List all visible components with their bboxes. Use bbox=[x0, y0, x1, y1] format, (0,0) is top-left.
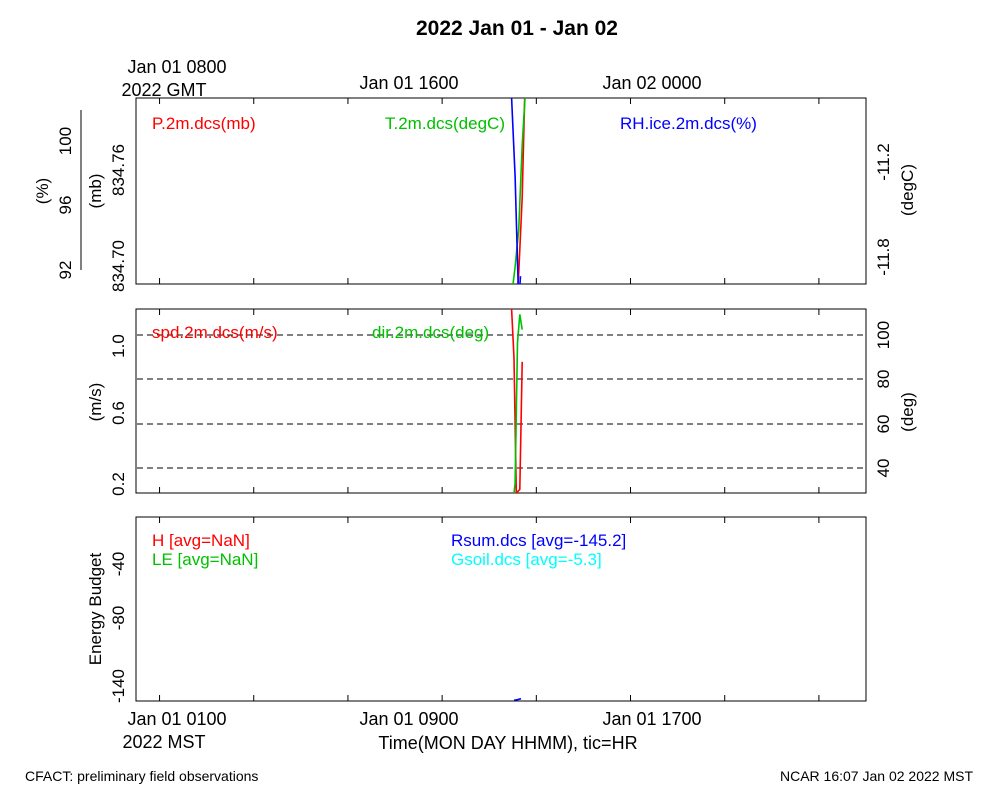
legend-temperature: T.2m.dcs(degC) bbox=[385, 114, 505, 133]
legend-wind-speed: spd.2m.dcs(m/s) bbox=[152, 323, 278, 342]
legend-latent-heat: LE [avg=NaN] bbox=[152, 550, 258, 569]
temperature-tick-neg-11-8: -11.8 bbox=[874, 238, 893, 276]
speed-tick-1-0: 1.0 bbox=[109, 334, 128, 358]
series-line-rsum bbox=[513, 697, 522, 701]
legend-pressure: P.2m.dcs(mb) bbox=[152, 114, 256, 133]
energy-tick-neg-40: -40 bbox=[109, 552, 128, 577]
direction-tick-100: 100 bbox=[874, 321, 893, 349]
legend-gsoil: Gsoil.dcs [avg=-5.3] bbox=[451, 550, 602, 569]
panel-2-frame bbox=[135, 308, 867, 494]
chart-title: 2022 Jan 01 - Jan 02 bbox=[416, 17, 618, 40]
pressure-tick-834-76: 834.76 bbox=[109, 144, 128, 196]
humidity-tick-92: 92 bbox=[56, 261, 75, 280]
legend-rsum: Rsum.dcs [avg=-145.2] bbox=[451, 531, 626, 550]
legend-sensible-heat: H [avg=NaN] bbox=[152, 531, 250, 550]
bottom-axis-first-label-line1: Jan 01 0100 bbox=[127, 709, 226, 729]
direction-axis-label: (deg) bbox=[898, 392, 917, 432]
top-axis-label-3: Jan 02 0000 bbox=[602, 73, 701, 93]
legend-humidity: RH.ice.2m.dcs(%) bbox=[620, 114, 757, 133]
time-tick-marks bbox=[159, 98, 820, 701]
energy-tick-neg-140: -140 bbox=[109, 669, 128, 703]
top-axis-label-2: Jan 01 1600 bbox=[359, 73, 458, 93]
series-line-dir bbox=[513, 314, 523, 493]
humidity-tick-96: 96 bbox=[56, 196, 75, 215]
humidity-tick-100: 100 bbox=[56, 127, 75, 155]
bottom-axis-label-3: Jan 01 1700 bbox=[602, 709, 701, 729]
speed-tick-0-2: 0.2 bbox=[109, 472, 128, 496]
x-axis-title: Time(MON DAY HHMM), tic=HR bbox=[378, 733, 637, 753]
footer-left: CFACT: preliminary field observations bbox=[25, 768, 258, 784]
panel-1-frame bbox=[135, 97, 867, 285]
pressure-axis-label: (mb) bbox=[86, 174, 105, 209]
humidity-axis-label: (%) bbox=[33, 178, 52, 204]
temperature-axis-label: (degC) bbox=[898, 164, 917, 216]
bottom-axis-first-label-line2: 2022 MST bbox=[122, 732, 205, 752]
energy-tick-neg-80: -80 bbox=[109, 606, 128, 631]
panel-1-series bbox=[510, 98, 526, 284]
footer-right: NCAR 16:07 Jan 02 2022 MST bbox=[780, 768, 973, 784]
series-line-gsoil bbox=[512, 511, 519, 514]
energy-axis-label: Energy Budget bbox=[86, 552, 105, 665]
series-line-spd bbox=[510, 309, 523, 493]
top-axis-first-label-line1: Jan 01 0800 bbox=[127, 57, 226, 77]
panel-3-frame bbox=[135, 516, 867, 702]
series-line-t bbox=[512, 98, 526, 284]
temperature-tick-neg-11-2: -11.2 bbox=[874, 143, 893, 181]
top-axis-first-label-line2: 2022 GMT bbox=[121, 80, 206, 100]
wind-gridlines bbox=[137, 334, 865, 469]
panel-3-series bbox=[512, 511, 522, 701]
bottom-axis-label-2: Jan 01 0900 bbox=[359, 709, 458, 729]
pressure-tick-834-70: 834.70 bbox=[109, 240, 128, 292]
speed-axis-label: (m/s) bbox=[86, 383, 105, 422]
speed-tick-0-6: 0.6 bbox=[109, 401, 128, 425]
panel-2-series bbox=[510, 309, 523, 493]
series-line-rh bbox=[510, 98, 522, 284]
legend-wind-direction: dir.2m.dcs(deg) bbox=[372, 323, 489, 342]
direction-tick-80: 80 bbox=[874, 370, 893, 389]
direction-tick-40: 40 bbox=[874, 459, 893, 478]
direction-tick-60: 60 bbox=[874, 415, 893, 434]
